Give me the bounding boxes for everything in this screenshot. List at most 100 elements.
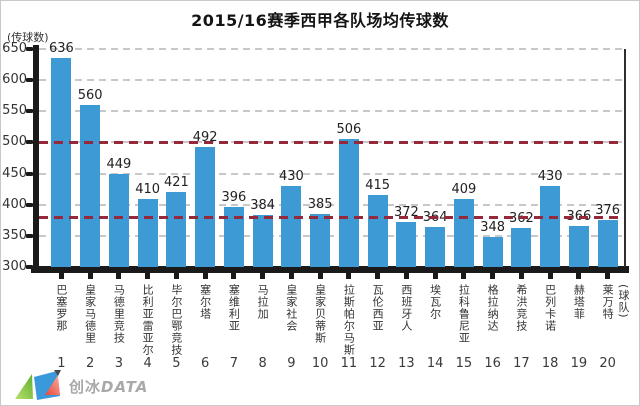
team-name-cell: 皇家社会 bbox=[277, 284, 306, 356]
x-tick-cell bbox=[565, 273, 594, 279]
bar-slot: 410 bbox=[133, 49, 162, 267]
y-tick-label-650: 650 bbox=[2, 41, 27, 56]
x-tick-mark bbox=[145, 273, 151, 279]
bar-埃瓦尔 bbox=[425, 227, 446, 267]
team-name-label: 皇家社会 bbox=[284, 284, 298, 332]
team-name-label: 拉科鲁尼亚 bbox=[457, 284, 471, 344]
team-rank-cell: 19 bbox=[570, 356, 588, 371]
team-name-cell: 赫塔菲 bbox=[565, 284, 594, 356]
logo-text: 创冰DATA bbox=[69, 376, 148, 397]
x-tick-cell bbox=[306, 273, 335, 279]
x-axis-unit-label: (球队) bbox=[617, 284, 630, 319]
chuangbing-logo: 创冰DATA bbox=[15, 370, 148, 402]
x-axis-ticks bbox=[47, 273, 622, 279]
bar-塞维利亚 bbox=[223, 207, 244, 267]
x-tick-cell bbox=[392, 273, 421, 279]
team-rank-cell: 7 bbox=[229, 356, 239, 371]
x-tick-cell bbox=[220, 273, 249, 279]
gridline-350 bbox=[39, 234, 624, 237]
team-name-cell: 西班牙人 bbox=[392, 284, 421, 356]
team-rank-cell: 6 bbox=[200, 356, 210, 371]
bar-希洪竞技 bbox=[511, 228, 532, 267]
team-name-cell: 拉科鲁尼亚 bbox=[450, 284, 479, 356]
bar-瓦伦西亚 bbox=[367, 195, 388, 267]
y-tick-label-600: 600 bbox=[2, 72, 27, 88]
bar-value-label: 410 bbox=[135, 181, 161, 197]
x-tick-mark bbox=[518, 273, 524, 279]
team-name-label: 巴列卡诺 bbox=[543, 284, 557, 332]
team-name-cell: 皇家马德里 bbox=[76, 284, 105, 356]
x-tick-mark bbox=[576, 273, 582, 279]
bar-皇家贝蒂斯 bbox=[310, 214, 331, 267]
x-tick-mark bbox=[547, 273, 553, 279]
x-tick-mark bbox=[461, 273, 467, 279]
team-name-label: 毕尔巴鄂竞技 bbox=[169, 284, 183, 356]
bar-value-label: 430 bbox=[278, 169, 304, 185]
y-tick-label-550: 550 bbox=[2, 103, 27, 119]
bar-拉科鲁尼亚 bbox=[453, 199, 474, 267]
x-tick-cell bbox=[133, 273, 162, 279]
bar-slot: 384 bbox=[248, 49, 277, 267]
x-tick-mark bbox=[403, 273, 409, 279]
bar-格拉纳达 bbox=[482, 237, 503, 267]
team-name-label: 皇家马德里 bbox=[83, 284, 97, 344]
team-name-label: 埃瓦尔 bbox=[428, 284, 442, 320]
team-rank-cell: 16 bbox=[484, 356, 501, 371]
x-tick-mark bbox=[490, 273, 496, 279]
reference-line-380 bbox=[39, 216, 624, 219]
team-rank-cell: 18 bbox=[541, 356, 559, 371]
bar-slot: 348 bbox=[478, 49, 507, 267]
bar-巴列卡诺 bbox=[540, 186, 561, 267]
bar-value-label: 421 bbox=[163, 174, 189, 190]
bar-slot: 409 bbox=[450, 49, 479, 267]
x-tick-mark bbox=[260, 273, 266, 279]
bar-slot: 430 bbox=[536, 49, 565, 267]
bar-slot: 430 bbox=[277, 49, 306, 267]
team-name-cell: 瓦伦西亚 bbox=[363, 284, 392, 356]
team-name-cell: 埃瓦尔 bbox=[421, 284, 450, 356]
team-rank-cell: 8 bbox=[258, 356, 267, 371]
y-tick-mark-450 bbox=[26, 171, 33, 176]
bar-赫塔菲 bbox=[568, 225, 589, 267]
x-tick-cell bbox=[105, 273, 134, 279]
bar-value-label: 396 bbox=[221, 190, 247, 206]
bar-毕尔巴鄂竞技 bbox=[166, 191, 187, 267]
bar-slot: 421 bbox=[162, 49, 191, 267]
team-rank-cell: 17 bbox=[513, 356, 530, 371]
bar-拉斯帕尔马斯 bbox=[338, 138, 359, 267]
team-name-labels: 巴塞罗那 皇家马德里 马德里竞技 比利亚雷亚尔 毕尔巴鄂竞技 塞尔塔 塞维利亚 马拉加 皇家社会… bbox=[47, 284, 622, 356]
x-tick-mark bbox=[432, 273, 438, 279]
chart-title: 2015/16赛季西甲各队场均传球数 bbox=[191, 11, 449, 30]
bar-slot: 506 bbox=[335, 49, 364, 267]
x-tick-cell bbox=[248, 273, 277, 279]
bar-slot: 372 bbox=[392, 49, 421, 267]
y-tick-mark-600 bbox=[26, 78, 33, 83]
team-name-label: 赫塔菲 bbox=[572, 284, 586, 320]
gridline-450 bbox=[39, 172, 624, 175]
team-name-label: 巴塞罗那 bbox=[54, 284, 68, 332]
team-rank-cell: 2 bbox=[85, 356, 95, 371]
bar-value-label: 409 bbox=[451, 182, 477, 198]
team-rank-cell: 10 bbox=[311, 356, 329, 371]
team-name-cell: 马拉加 bbox=[248, 284, 277, 356]
x-tick-mark bbox=[288, 273, 294, 279]
team-name-cell: 拉斯帕尔马斯 bbox=[335, 284, 364, 356]
x-tick-mark bbox=[202, 273, 208, 279]
team-rank-cell: 12 bbox=[369, 356, 386, 371]
bar-莱万特 bbox=[597, 219, 618, 267]
team-rank-cell: 13 bbox=[398, 356, 415, 371]
gridline-550 bbox=[39, 110, 624, 113]
x-tick-mark bbox=[87, 273, 93, 279]
bar-西班牙人 bbox=[396, 222, 417, 267]
team-rank-labels: 1 2 3 4 5 6 7 8 9 10 11 12 13 14 15 16 17 18 19 20 bbox=[47, 356, 622, 371]
bar-slot: 385 bbox=[306, 49, 335, 267]
x-tick-cell bbox=[478, 273, 507, 279]
chuangbing-logo-icon bbox=[15, 370, 61, 400]
x-tick-cell bbox=[421, 273, 450, 279]
team-name-label: 塞维利亚 bbox=[227, 284, 241, 332]
team-name-label: 马德里竞技 bbox=[112, 284, 126, 344]
gridline-650 bbox=[39, 48, 624, 50]
team-name-cell: 皇家贝蒂斯 bbox=[306, 284, 335, 356]
logo-text-en: DATA bbox=[101, 377, 149, 396]
bar-value-label: 415 bbox=[365, 178, 391, 194]
